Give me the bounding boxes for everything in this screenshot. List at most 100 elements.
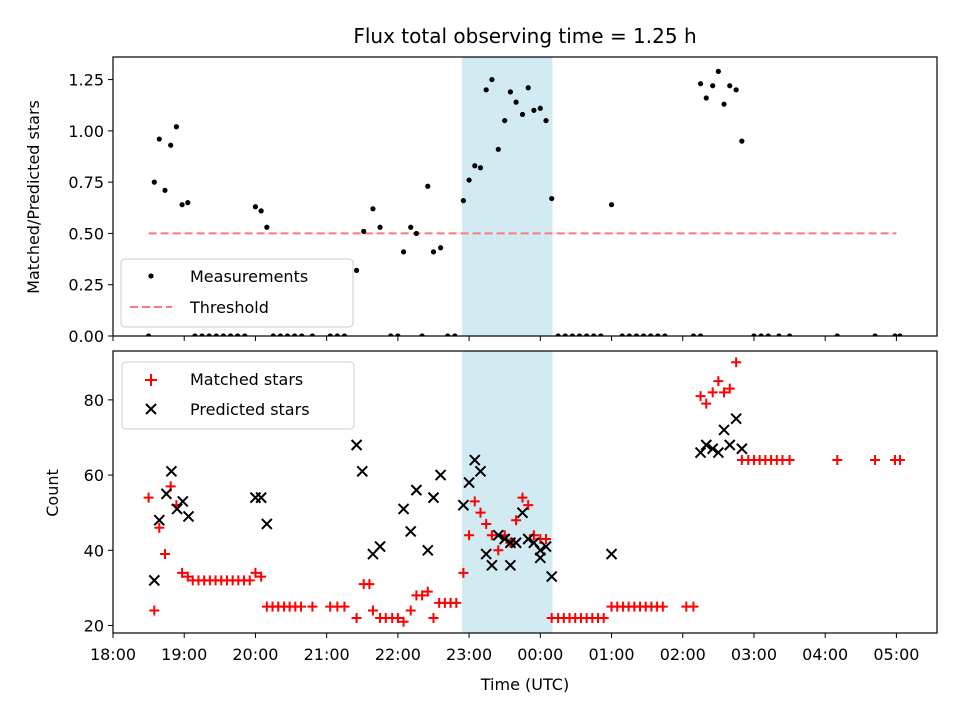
measurement-point xyxy=(199,333,205,336)
matched-star-point xyxy=(159,549,170,560)
legend-measurement-marker xyxy=(148,273,154,279)
measurement-point xyxy=(872,333,878,336)
measurement-point xyxy=(292,333,298,336)
y-tick-label: 80 xyxy=(84,391,104,410)
measurement-point xyxy=(284,333,291,336)
measurement-point xyxy=(633,333,640,336)
measurement-point xyxy=(786,333,793,336)
measurement-point xyxy=(495,146,501,152)
measurement-point xyxy=(562,333,568,336)
x-tick-label: 19:00 xyxy=(161,645,207,664)
legend-measurements-label: Measurements xyxy=(190,267,308,286)
bottom-legend-box xyxy=(121,361,355,430)
top-x-ticks xyxy=(112,336,897,341)
measurement-point xyxy=(690,333,697,336)
predicted-star-point xyxy=(261,518,273,530)
x-axis-label: Time (UTC) xyxy=(480,675,569,694)
matched-star-point xyxy=(832,455,843,466)
predicted-star-point xyxy=(374,540,386,553)
y-tick-label: 0.75 xyxy=(68,173,104,192)
measurement-point xyxy=(513,99,519,105)
x-tick-label: 00:00 xyxy=(517,645,563,664)
predicted-star-point xyxy=(404,525,417,538)
predicted-star-point xyxy=(177,495,189,508)
predicted-star-point xyxy=(463,476,475,489)
measurement-point xyxy=(370,206,376,212)
measurement-point xyxy=(400,249,407,255)
matched-star-point xyxy=(724,383,735,394)
measurement-point xyxy=(892,333,898,336)
matched-star-point xyxy=(469,496,480,507)
measurement-point xyxy=(168,142,174,148)
predicted-star-point xyxy=(492,529,505,541)
measurement-point xyxy=(703,95,709,101)
measurement-point xyxy=(227,333,234,336)
measurement-point xyxy=(258,208,264,214)
predicted-star-point xyxy=(706,443,719,455)
bottom-y-axis-label: Count xyxy=(43,469,62,517)
measurement-point xyxy=(662,333,668,336)
top-axes-frame xyxy=(112,56,938,337)
predicted-star-point xyxy=(736,443,748,455)
predicted-star-point xyxy=(255,491,267,504)
matched-star-point xyxy=(398,616,409,627)
measurement-point xyxy=(598,333,604,336)
predicted-star-point xyxy=(694,446,707,459)
predicted-star-point xyxy=(350,439,363,451)
measurement-point xyxy=(353,267,360,273)
x-tick-label: 22:00 xyxy=(375,645,421,664)
matched-star-point xyxy=(598,612,609,623)
measurement-point xyxy=(897,333,903,336)
measurement-point xyxy=(834,333,840,336)
x-tick-label: 05:00 xyxy=(873,645,919,664)
measurement-point xyxy=(648,333,654,336)
top-panel: 0.00 0.25 0.50 0.75 1.00 1.25 Matched/Predict… xyxy=(24,56,938,346)
measurement-point xyxy=(162,187,168,193)
y-tick-label: 0.00 xyxy=(68,327,104,346)
matched-star-point xyxy=(493,545,504,556)
predicted-star-point xyxy=(724,439,736,451)
measurement-point xyxy=(185,200,191,206)
measurement-point xyxy=(299,333,305,336)
predicted-star-point xyxy=(457,499,470,511)
top-y-axis-label: Matched/Predicted stars xyxy=(24,100,43,294)
measurement-point xyxy=(472,163,478,169)
predicted-star-point xyxy=(422,544,434,556)
predicted-star-point xyxy=(510,537,522,549)
predicted-star-point xyxy=(427,491,440,504)
measurement-point xyxy=(721,101,727,107)
top-legend-box xyxy=(120,258,354,328)
measurement-point xyxy=(733,87,739,93)
measurement-point xyxy=(445,333,451,336)
measurement-point xyxy=(477,165,484,171)
x-tick-label: 23:00 xyxy=(446,645,492,664)
measurement-point xyxy=(776,333,782,336)
measurement-point xyxy=(220,333,226,336)
measurement-point xyxy=(264,224,270,230)
legend-threshold-label: Threshold xyxy=(189,298,269,317)
measurement-point xyxy=(525,85,531,91)
measurement-point xyxy=(489,76,495,83)
matched-star-point xyxy=(256,571,267,582)
measurement-point xyxy=(206,333,212,336)
measurement-point xyxy=(377,224,383,230)
y-tick-label: 0.50 xyxy=(68,224,104,243)
y-tick-label: 1.00 xyxy=(68,122,104,141)
y-tick-label: 60 xyxy=(84,466,104,485)
measurement-point xyxy=(765,333,771,336)
predicted-star-point xyxy=(534,552,547,564)
matched-star-point xyxy=(731,357,742,368)
matched-star-point xyxy=(458,567,469,578)
matched-star-point xyxy=(296,601,307,612)
measurement-point xyxy=(156,136,162,142)
bottom-y-ticks: 20 40 60 80 xyxy=(84,391,113,635)
measurement-point xyxy=(146,333,152,336)
predicted-star-point xyxy=(397,503,410,515)
x-tick-label: 02:00 xyxy=(660,645,706,664)
measurement-point xyxy=(507,89,514,95)
matched-star-point xyxy=(422,586,433,597)
measurement-point xyxy=(334,333,340,336)
bottom-panel: 20 40 60 80 18:00 19:00 20:00 21:00 22:00 23:00 0… xyxy=(43,350,938,694)
matched-star-point xyxy=(517,492,528,503)
